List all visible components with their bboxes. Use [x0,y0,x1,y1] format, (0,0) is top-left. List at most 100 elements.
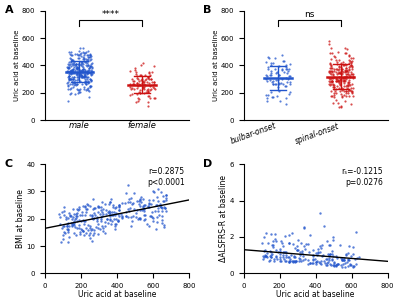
Point [334,72,340,77]
Point [142,72,148,77]
Point [81,232,88,237]
Point [272,248,279,253]
Point [109,213,116,217]
Point [313,259,320,264]
Point [74,210,80,215]
Point [80,55,86,60]
Point [292,246,298,251]
Point [71,75,78,80]
Point [268,73,274,78]
Point [118,214,125,219]
Point [70,222,76,227]
Point [134,199,140,204]
Point [94,214,100,219]
Point [330,71,336,76]
Point [335,79,341,84]
Point [338,71,344,76]
Point [81,80,88,85]
Point [88,69,95,74]
Point [83,206,90,211]
Point [329,78,335,83]
Point [134,92,140,97]
Point [133,72,139,77]
Point [348,64,355,69]
Point [89,216,96,221]
Point [327,77,333,81]
Point [338,69,344,74]
Point [268,232,274,237]
Point [329,257,336,262]
Point [73,63,79,68]
Point [330,253,336,258]
Point [297,253,303,258]
Point [78,51,84,56]
Point [301,225,308,230]
Point [307,232,313,237]
Point [159,209,165,213]
Point [65,74,72,79]
Point [338,65,344,70]
Point [329,100,336,105]
Point [85,228,92,232]
Point [127,92,134,97]
Point [296,255,302,260]
Point [113,205,119,210]
Point [272,232,278,237]
Point [150,63,157,68]
Point [276,64,282,69]
Point [283,95,290,100]
Point [136,204,143,209]
Point [106,209,113,214]
Point [286,257,293,262]
Point [76,205,82,210]
Point [336,82,343,87]
Point [64,224,71,228]
Point [342,45,348,50]
Point [163,209,169,214]
Point [266,73,273,78]
Point [319,254,326,259]
Point [338,262,344,267]
Point [59,225,66,230]
Point [91,228,97,233]
Point [145,104,151,109]
Point [89,238,95,243]
Point [84,75,91,80]
Point [80,67,87,72]
Point [340,78,347,83]
Point [323,262,329,267]
Point [280,252,286,257]
Point [67,86,73,91]
Point [331,74,338,79]
Point [112,224,118,228]
Point [72,70,78,75]
Point [88,213,95,218]
Point [90,196,96,201]
Point [71,61,78,66]
Point [95,225,102,230]
Point [158,204,164,209]
Point [78,74,84,79]
Point [310,248,316,253]
Point [68,52,74,57]
Point [270,257,277,262]
Point [298,251,305,256]
Point [83,88,90,92]
Point [262,254,268,259]
Point [340,70,347,75]
Point [329,252,335,257]
Point [326,68,333,73]
Point [75,68,81,73]
Point [326,255,332,260]
Point [267,254,274,259]
Point [131,190,137,195]
Point [280,59,287,64]
Point [324,239,330,244]
Point [76,88,82,92]
Point [83,82,89,87]
Point [87,65,94,70]
Point [326,79,332,84]
Point [84,60,91,65]
Point [270,245,276,249]
Point [75,62,81,66]
